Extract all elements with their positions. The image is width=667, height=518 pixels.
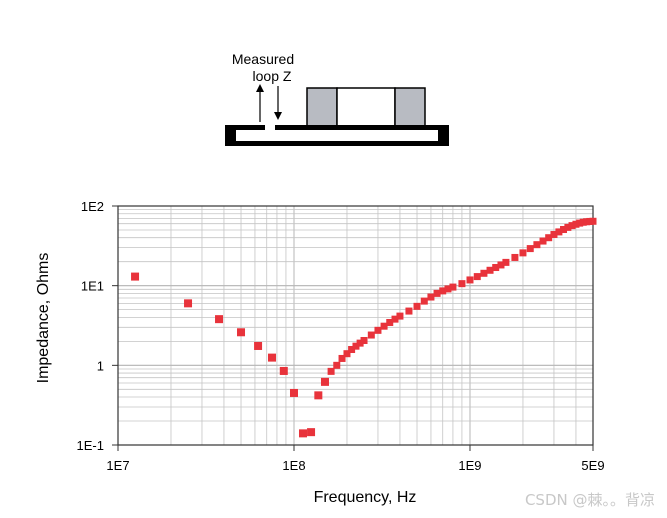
data-point [215, 315, 224, 324]
data-point [131, 272, 140, 281]
data-point [356, 339, 364, 347]
y-tick-label: 1 [97, 358, 104, 373]
data-point [343, 350, 351, 358]
x-tick-label: 1E8 [282, 458, 305, 473]
plot-frame [117, 205, 594, 446]
loop-diagram: Measured loop Z [225, 51, 449, 146]
y-tick-label: 1E2 [81, 199, 104, 214]
diagram-label-line1: Measured [232, 51, 294, 67]
data-point [526, 245, 534, 253]
data-point [348, 346, 356, 354]
data-point [497, 261, 505, 269]
data-point [433, 289, 441, 297]
data-point [473, 273, 481, 281]
data-point [502, 258, 510, 266]
data-point [298, 429, 307, 438]
x-axis: 1E7 1E8 1E9 5E9 [106, 445, 605, 473]
data-point [396, 312, 404, 320]
left-post [225, 125, 236, 146]
data-point [352, 342, 360, 350]
data-point [338, 354, 346, 362]
top-trace-right [275, 125, 449, 130]
data-point [519, 249, 527, 257]
arrow-down-icon [274, 112, 282, 120]
plot-background [118, 206, 593, 445]
y-axis-label: Impedance, Ohms [35, 253, 52, 384]
data-point [237, 328, 246, 337]
data-point [405, 307, 413, 315]
data-point [374, 326, 382, 334]
data-point [307, 428, 316, 437]
data-point [360, 336, 368, 344]
data-point [184, 299, 193, 308]
data-point [492, 264, 500, 272]
y-axis: 1E-1 1 1E1 1E2 [77, 199, 118, 453]
data-point [314, 391, 323, 400]
data-point [367, 331, 375, 339]
x-tick-label: 1E9 [458, 458, 481, 473]
middle-block [336, 87, 396, 128]
data-point [444, 285, 452, 293]
top-trace-left [225, 125, 265, 130]
data-point [327, 367, 335, 375]
y-tick-label: 1E-1 [77, 438, 104, 453]
x-tick-label: 5E9 [581, 458, 604, 473]
data-point [391, 315, 399, 323]
data-point [560, 226, 568, 234]
data-point [466, 276, 474, 284]
diagram-label-line2: loop Z [253, 68, 292, 84]
y-tick-label: 1E1 [81, 279, 104, 294]
data-point [555, 228, 563, 236]
data-point [564, 223, 572, 231]
data-point [413, 302, 421, 310]
data-point [427, 293, 435, 301]
data-point [568, 222, 576, 230]
data-point [589, 217, 597, 225]
left-block [306, 87, 338, 128]
right-post [438, 125, 449, 146]
data-point [254, 341, 263, 350]
right-block [394, 87, 426, 128]
ground-plane [225, 141, 449, 146]
x-axis-label: Frequency, Hz [314, 489, 417, 506]
data-point [572, 220, 580, 228]
arrow-up-icon [256, 84, 264, 92]
watermark: CSDN @棘。。背凉 [524, 491, 655, 509]
data-point [449, 283, 457, 291]
data-point [279, 366, 288, 375]
data-point [420, 297, 428, 305]
data-point [550, 230, 558, 238]
data-point [320, 377, 329, 386]
data-point [268, 353, 277, 362]
data-point [380, 322, 388, 330]
data-point [480, 269, 488, 277]
data-point [458, 280, 466, 288]
data-point [333, 361, 341, 369]
data-point [511, 253, 519, 261]
data-point [486, 266, 494, 274]
data-point [576, 219, 584, 227]
data-point [545, 234, 553, 242]
data-point [439, 287, 447, 295]
data-point [539, 237, 547, 245]
data-point [386, 318, 394, 326]
data-markers [131, 217, 597, 438]
plot-area: 1E7 1E8 1E9 5E9 1E-1 1 1E1 1E2 Frequency, Hz I… [35, 199, 605, 506]
data-point [289, 388, 298, 397]
grid [118, 206, 593, 445]
data-point [533, 241, 541, 249]
x-tick-label: 1E7 [106, 458, 129, 473]
